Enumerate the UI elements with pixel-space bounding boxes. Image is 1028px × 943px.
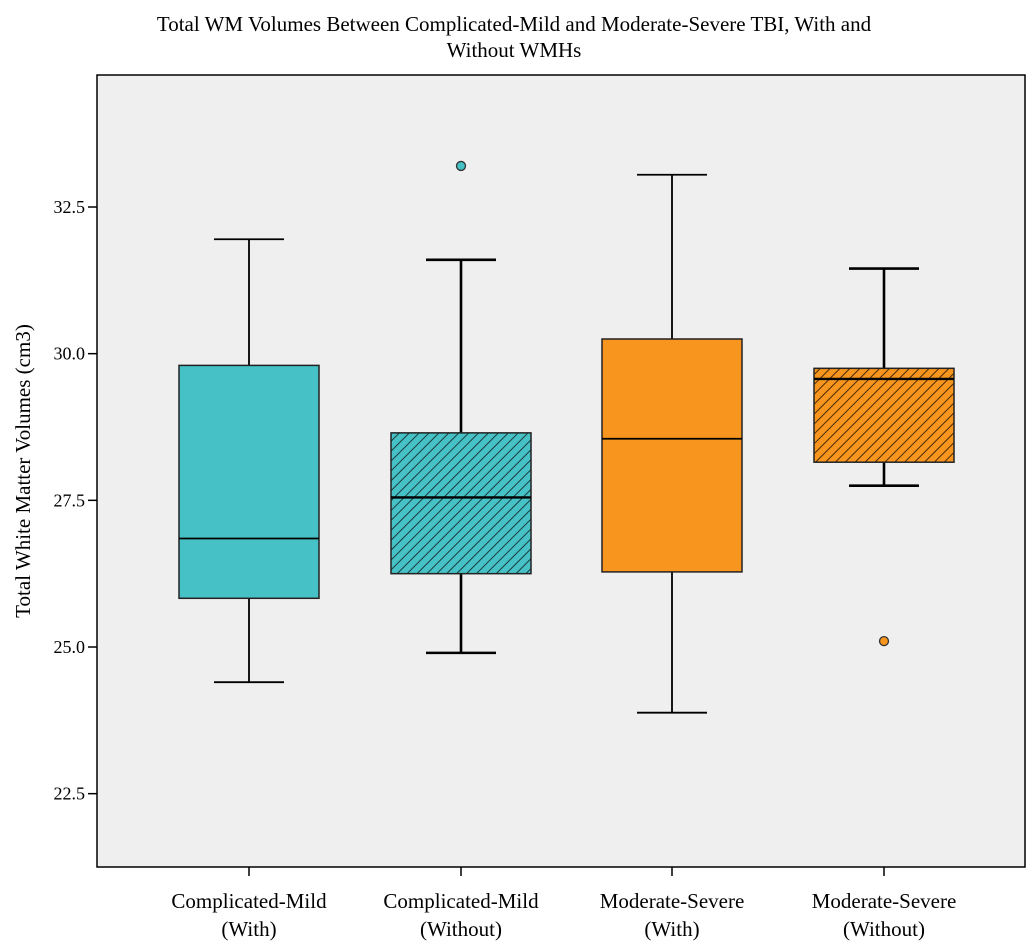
y-tick-label: 30.0 bbox=[54, 344, 86, 364]
chart-title-line-2: Without WMHs bbox=[447, 38, 582, 62]
x-tick-label-line2: (With) bbox=[221, 917, 276, 941]
box-group bbox=[390, 160, 532, 655]
box-group bbox=[601, 173, 743, 714]
iqr-box bbox=[813, 367, 955, 463]
box-group bbox=[813, 267, 955, 647]
x-tick-label-line2: (With) bbox=[644, 917, 699, 941]
x-tick-label-line1: Moderate-Severe bbox=[812, 889, 957, 913]
y-tick-label: 27.5 bbox=[54, 490, 86, 510]
x-tick-label-line2: (Without) bbox=[843, 917, 925, 941]
box-group bbox=[178, 238, 320, 684]
y-axis-ticks: 22.5 25.0 27.5 30.0 32.5 bbox=[54, 197, 97, 804]
y-axis-label: Total White Matter Volumes (cm3) bbox=[11, 324, 35, 618]
y-tick-label: 32.5 bbox=[54, 197, 86, 217]
y-tick-label: 25.0 bbox=[54, 637, 86, 657]
chart-title-line-1: Total WM Volumes Between Complicated-Mil… bbox=[157, 12, 872, 36]
x-axis-ticks: Complicated-Mild (With) Complicated-Mild (W… bbox=[171, 867, 956, 941]
x-tick-label-line1: Complicated-Mild bbox=[171, 889, 327, 913]
iqr-box bbox=[601, 338, 743, 573]
x-tick-label-line1: Complicated-Mild bbox=[383, 889, 539, 913]
iqr-box bbox=[390, 432, 532, 575]
x-tick-label-line1: Moderate-Severe bbox=[600, 889, 745, 913]
y-tick-label: 22.5 bbox=[54, 784, 86, 804]
outlier-point bbox=[455, 160, 467, 172]
x-tick-label-line2: (Without) bbox=[420, 917, 502, 941]
outlier-point bbox=[878, 635, 890, 647]
box-series bbox=[178, 160, 955, 714]
iqr-box bbox=[178, 364, 320, 600]
